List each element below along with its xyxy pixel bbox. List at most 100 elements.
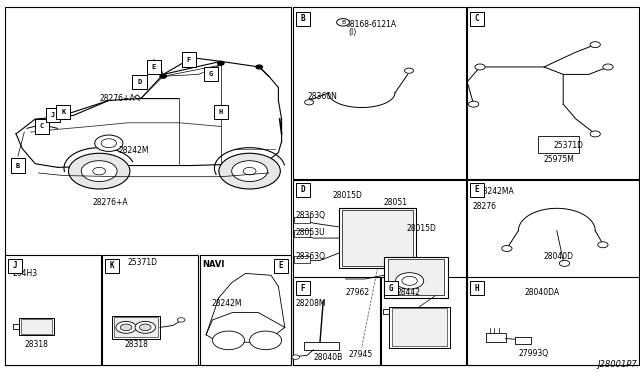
Text: 28318: 28318 <box>125 340 148 349</box>
Bar <box>200 255 291 365</box>
Bar <box>5 7 291 365</box>
Bar <box>35 119 49 134</box>
Text: 28276+A: 28276+A <box>93 198 129 207</box>
Bar <box>339 208 416 268</box>
Bar <box>5 255 101 365</box>
Text: D: D <box>300 185 305 194</box>
Circle shape <box>396 273 424 289</box>
Text: 264H3: 264H3 <box>13 269 38 278</box>
Text: 28242M: 28242M <box>118 146 149 155</box>
Bar <box>384 257 448 298</box>
Text: G: G <box>388 284 394 293</box>
Bar <box>105 259 119 273</box>
Text: C: C <box>474 14 479 23</box>
Bar <box>294 256 310 263</box>
Text: 08168-6121A: 08168-6121A <box>346 20 397 29</box>
Circle shape <box>177 318 185 322</box>
Text: 25371D: 25371D <box>554 141 584 150</box>
Circle shape <box>305 100 314 105</box>
Text: 28040DA: 28040DA <box>525 288 560 296</box>
Circle shape <box>219 153 280 189</box>
Circle shape <box>402 276 417 285</box>
Text: 27945: 27945 <box>349 350 373 359</box>
Circle shape <box>232 161 268 182</box>
Circle shape <box>116 321 136 333</box>
Bar <box>11 158 25 173</box>
Text: 28015D: 28015D <box>333 191 363 200</box>
Bar <box>114 317 158 337</box>
Text: B: B <box>300 14 305 23</box>
Circle shape <box>120 324 132 331</box>
Text: K: K <box>109 262 115 270</box>
Text: B: B <box>16 163 20 169</box>
Text: 28276: 28276 <box>472 202 497 211</box>
Bar <box>102 255 198 365</box>
Circle shape <box>590 131 600 137</box>
Text: 28363Q: 28363Q <box>296 252 326 261</box>
Text: 28242M: 28242M <box>211 299 242 308</box>
Text: J: J <box>12 262 17 270</box>
Text: 27962: 27962 <box>346 288 370 296</box>
Text: 28318: 28318 <box>24 340 48 349</box>
Circle shape <box>337 19 349 26</box>
Text: F: F <box>300 284 305 293</box>
Bar <box>147 60 161 74</box>
Bar <box>8 259 22 273</box>
Circle shape <box>559 260 570 266</box>
Bar <box>132 75 147 89</box>
Bar <box>296 281 310 295</box>
Circle shape <box>135 321 156 333</box>
Text: (I): (I) <box>349 28 357 37</box>
Bar <box>294 230 310 237</box>
Text: C: C <box>40 124 44 129</box>
Circle shape <box>140 324 151 331</box>
Circle shape <box>603 64 613 70</box>
Circle shape <box>590 42 600 48</box>
Text: B: B <box>341 20 345 25</box>
Text: E: E <box>474 185 479 194</box>
Text: 27993Q: 27993Q <box>518 349 548 358</box>
Bar <box>515 337 531 344</box>
Circle shape <box>101 139 116 148</box>
Bar <box>293 180 466 365</box>
Bar <box>470 281 484 295</box>
Text: F: F <box>187 57 191 62</box>
Text: 28242MA: 28242MA <box>479 187 515 196</box>
Circle shape <box>218 61 224 65</box>
Bar <box>19 318 54 335</box>
Text: 28442: 28442 <box>397 288 421 296</box>
Bar <box>293 7 466 179</box>
Bar <box>182 52 196 67</box>
Text: 28208M: 28208M <box>296 299 326 308</box>
Circle shape <box>292 355 300 359</box>
Text: NAVI: NAVI <box>202 260 225 269</box>
Bar <box>293 277 380 365</box>
Text: 25975M: 25975M <box>544 155 575 164</box>
Circle shape <box>93 167 106 175</box>
Text: 28015D: 28015D <box>406 224 436 233</box>
Bar <box>112 316 160 339</box>
Circle shape <box>250 331 282 350</box>
Text: H: H <box>219 109 223 115</box>
Text: E: E <box>152 64 156 70</box>
Text: E: E <box>278 262 284 270</box>
Circle shape <box>160 74 166 78</box>
Circle shape <box>256 65 262 69</box>
Circle shape <box>95 135 123 151</box>
Bar <box>388 259 444 295</box>
Bar <box>467 7 639 179</box>
Bar <box>467 277 639 365</box>
Text: J: J <box>51 112 55 118</box>
Bar <box>204 67 218 81</box>
Text: 25371D: 25371D <box>128 258 158 267</box>
Bar <box>214 105 228 119</box>
Bar <box>384 281 398 295</box>
Text: 28363Q: 28363Q <box>296 211 326 220</box>
Bar <box>274 259 288 273</box>
Bar <box>56 105 70 119</box>
Circle shape <box>404 68 413 73</box>
Circle shape <box>475 64 485 70</box>
Circle shape <box>68 153 130 189</box>
Text: K: K <box>61 109 65 115</box>
Text: D: D <box>138 79 141 85</box>
